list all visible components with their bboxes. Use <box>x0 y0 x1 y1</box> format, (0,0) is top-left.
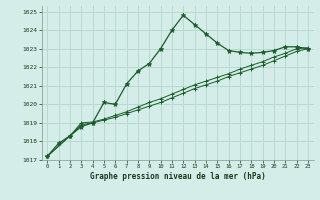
X-axis label: Graphe pression niveau de la mer (hPa): Graphe pression niveau de la mer (hPa) <box>90 172 266 181</box>
